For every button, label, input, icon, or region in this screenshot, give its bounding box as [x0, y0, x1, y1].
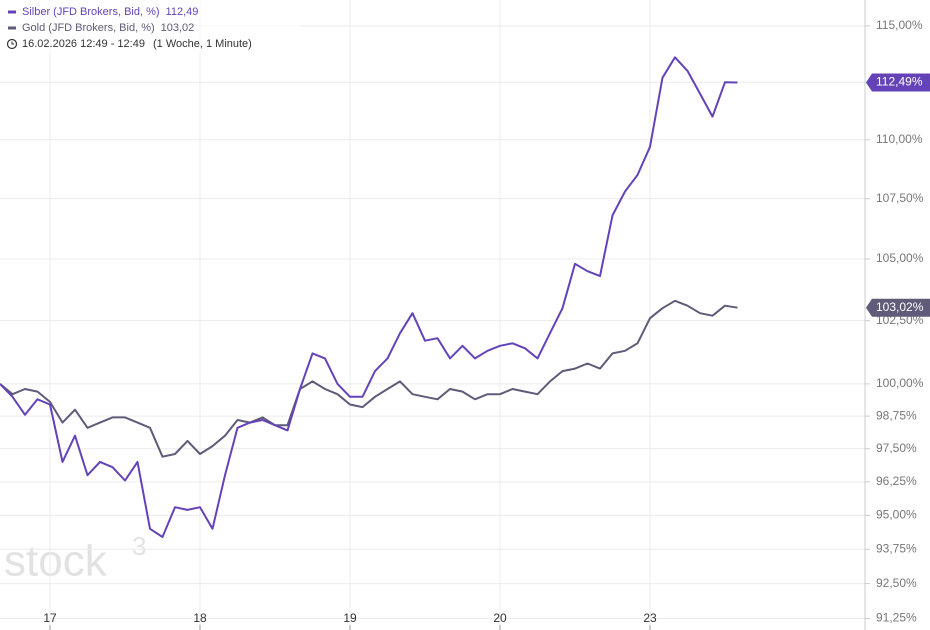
- clock-icon: [6, 38, 18, 50]
- y-tick-label: 95,00%: [876, 507, 917, 521]
- badge-label: 103,02%: [876, 300, 924, 314]
- value-badge: [866, 298, 930, 317]
- series-line: [0, 299, 738, 458]
- y-tick-label: 97,50%: [876, 441, 917, 455]
- watermark-sup: 3: [132, 531, 146, 561]
- x-tick-label: 20: [493, 611, 507, 625]
- watermark: stock: [4, 537, 108, 586]
- x-tick-label: 23: [643, 611, 657, 625]
- legend-swatch: [8, 10, 16, 14]
- legend-swatch: [8, 26, 16, 30]
- y-tick-label: 98,75%: [876, 408, 917, 422]
- y-tick-label: 96,25%: [876, 474, 917, 488]
- legend-label: Silber (JFD Brokers, Bid, %): [22, 6, 160, 18]
- series-line: [0, 56, 738, 538]
- y-tick-label: 100,00%: [876, 376, 924, 390]
- y-tick-label: 105,00%: [876, 251, 924, 265]
- legend-bg: [0, 0, 300, 54]
- legend-value: 103,02: [161, 22, 195, 34]
- y-tick-label: 92,50%: [876, 576, 917, 590]
- x-tick-label: 18: [193, 611, 207, 625]
- x-tick-label: 17: [43, 611, 57, 625]
- plot: [0, 0, 865, 630]
- badge-label: 112,49%: [876, 75, 923, 89]
- legend-label: Gold (JFD Brokers, Bid, %): [22, 22, 155, 34]
- y-tick-label: 93,75%: [876, 541, 917, 555]
- period: (1 Woche, 1 Minute): [153, 38, 252, 50]
- legend-value: 112,49: [166, 6, 199, 18]
- y-tick-label: 91,25%: [876, 611, 917, 625]
- x-tick-label: 19: [343, 611, 357, 625]
- y-tick-label: 107,50%: [876, 191, 924, 205]
- value-badge: [866, 73, 930, 92]
- y-tick-label: 115,00%: [876, 18, 923, 32]
- y-tick-label: 110,00%: [876, 132, 923, 146]
- date-range: 16.02.2026 12:49 - 12:49: [22, 38, 145, 50]
